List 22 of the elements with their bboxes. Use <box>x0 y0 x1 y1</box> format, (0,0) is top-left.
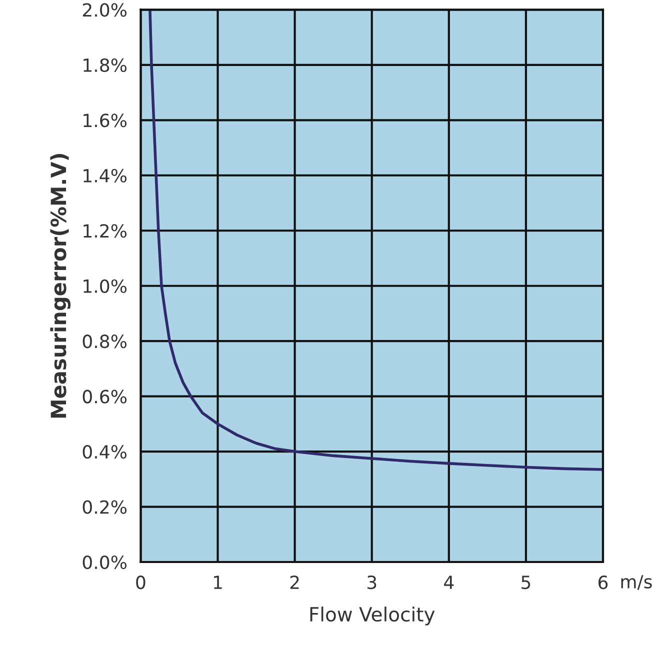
y-tick-label: 1.4% <box>84 168 127 183</box>
x-tick-label: 5 <box>522 576 530 590</box>
y-tick-label: 1.2% <box>84 224 127 238</box>
x-tick-label: 6 <box>598 576 608 590</box>
y-tick-label: 0.8% <box>82 334 127 348</box>
x-tick-label: 4 <box>444 576 454 589</box>
y-tick-label: 0.0% <box>82 555 127 570</box>
x-tick-label: 2 <box>290 576 299 589</box>
x-tick-label: 3 <box>367 576 376 590</box>
x-axis-title: Flow Velocity <box>310 606 435 626</box>
y-tick-label: 1.6% <box>84 114 127 128</box>
line-series <box>148 10 603 471</box>
x-tick-label: 1 <box>214 576 222 589</box>
y-tick-label: 0.2% <box>82 500 127 514</box>
y-tick-label: 0.6% <box>82 390 127 404</box>
y-axis-title: Measuringerror(%M.V) <box>50 154 71 418</box>
y-tick-label: 1.0% <box>84 279 127 293</box>
x-tick-label: 0 <box>136 576 146 590</box>
y-tick-label: 1.8% <box>84 58 127 72</box>
text: m/s <box>621 575 652 590</box>
y-tick-label: 2.0% <box>82 3 127 17</box>
y-tick-label: 0.4% <box>82 445 127 459</box>
